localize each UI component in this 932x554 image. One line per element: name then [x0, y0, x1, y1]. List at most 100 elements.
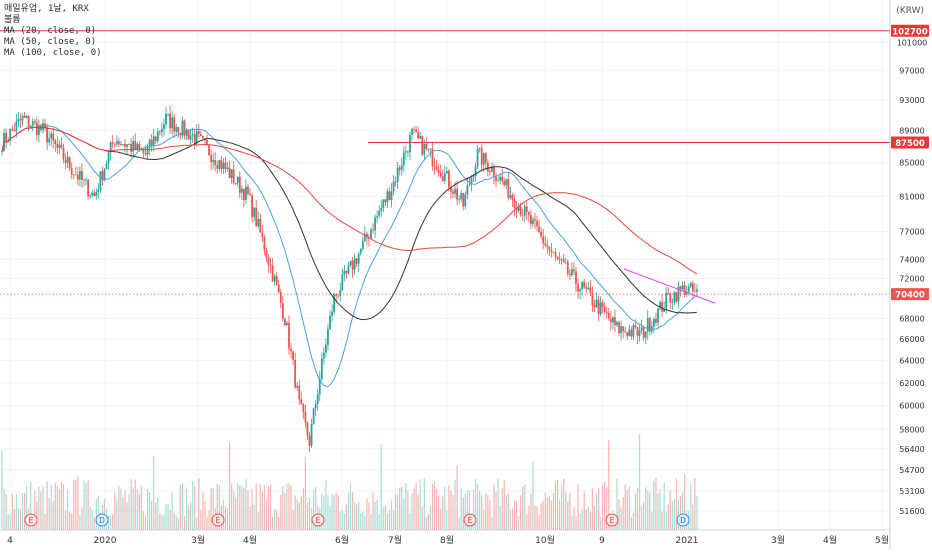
volume-bar: [520, 495, 522, 530]
volume-bar: [226, 507, 229, 530]
candle-body: [236, 176, 239, 184]
candle-body: [13, 130, 16, 132]
x-tick-label[interactable]: 2020: [94, 536, 117, 546]
y-tick-label[interactable]: 93000: [899, 96, 924, 105]
y-tick-label[interactable]: 60000: [899, 402, 924, 411]
volume-bar: [64, 510, 67, 530]
price-label[interactable]: 102700: [892, 27, 928, 37]
volume-bar: [116, 499, 118, 530]
volume-bar: [616, 478, 618, 530]
price-label[interactable]: 70400: [895, 291, 925, 301]
x-tick-label[interactable]: 4월: [823, 534, 837, 546]
y-tick-label[interactable]: 74000: [899, 255, 924, 264]
y-tick-label[interactable]: 72000: [899, 274, 924, 283]
volume-bar: [358, 502, 360, 530]
candle-body: [577, 284, 579, 292]
y-tick-label[interactable]: 54700: [899, 466, 924, 475]
candle-body: [515, 207, 518, 211]
y-tick-label[interactable]: 77000: [899, 228, 924, 237]
candle-body: [105, 163, 108, 170]
volume-bar: [265, 499, 268, 530]
volume-bar: [136, 489, 138, 530]
y-tick-label[interactable]: 56400: [899, 445, 924, 454]
candle-body: [76, 174, 79, 180]
volume-bar: [503, 480, 505, 530]
x-tick-label[interactable]: 3월: [191, 534, 205, 546]
volume-bar: [392, 510, 395, 530]
volume-bar: [679, 495, 682, 530]
indicator-ma20[interactable]: MA (20, close, 0): [4, 26, 97, 36]
volume-bar: [169, 509, 171, 530]
candle-body: [234, 183, 237, 184]
y-tick-label[interactable]: 53100: [899, 487, 924, 496]
chart-subtitle[interactable]: 볼륨: [4, 15, 21, 25]
y-tick-label[interactable]: 97000: [899, 67, 924, 76]
volume-bar: [48, 497, 50, 530]
x-tick-label[interactable]: 2021: [676, 536, 699, 546]
volume-bar: [114, 492, 116, 530]
candle-body: [646, 318, 649, 332]
candle-body: [62, 147, 65, 160]
candle-body: [300, 399, 303, 405]
volume-bar: [634, 493, 637, 530]
dividend-marker[interactable]: [95, 513, 109, 527]
y-tick-label[interactable]: 51600: [899, 507, 924, 516]
y-tick-label[interactable]: 89000: [899, 127, 924, 136]
candle-body: [587, 287, 590, 290]
volume-bar: [583, 491, 585, 530]
price-label[interactable]: 87500: [895, 139, 925, 149]
indicator-ma100[interactable]: MA (100, close, 0): [4, 48, 102, 58]
candle-body: [566, 261, 569, 274]
x-tick-label[interactable]: 10월: [535, 534, 555, 546]
chart-title[interactable]: 매일유업, 1날, KRX: [4, 4, 89, 14]
volume-bar: [235, 498, 237, 530]
x-tick-label[interactable]: 9: [599, 536, 605, 546]
y-tick-label[interactable]: 81000: [899, 192, 924, 201]
dividend-marker[interactable]: [676, 513, 690, 527]
candle-body: [562, 259, 565, 263]
currency-label[interactable]: (KRW): [896, 6, 924, 16]
volume-bar: [261, 491, 263, 530]
earnings-marker[interactable]: [211, 513, 225, 527]
ma-line-100: [1, 126, 698, 275]
indicator-ma50[interactable]: MA (50, close, 0): [4, 37, 97, 47]
y-tick-label[interactable]: 62000: [899, 379, 924, 388]
volume-bar: [458, 516, 460, 530]
y-tick-label[interactable]: 85000: [899, 159, 924, 168]
volume-bar: [513, 500, 516, 530]
earnings-marker[interactable]: [24, 513, 38, 527]
x-tick-label[interactable]: 4월: [243, 534, 257, 546]
x-tick-label[interactable]: 7월: [388, 534, 402, 546]
x-tick-label[interactable]: 4: [7, 536, 13, 546]
volume-bar: [181, 483, 183, 530]
y-tick-label[interactable]: 68000: [899, 314, 924, 323]
x-tick-label[interactable]: 6월: [335, 534, 349, 546]
earnings-marker[interactable]: [605, 513, 619, 527]
volume-bar: [436, 489, 438, 530]
x-tick-label[interactable]: 3월: [771, 534, 785, 546]
earnings-marker[interactable]: [463, 513, 477, 527]
y-tick-label[interactable]: 64000: [899, 357, 924, 366]
candle-body: [468, 184, 471, 186]
volume-bar: [456, 465, 458, 530]
volume-bar: [343, 513, 345, 530]
volume-bar: [600, 517, 602, 530]
volume-bar: [429, 505, 432, 530]
volume-bar: [628, 486, 630, 530]
candle-body: [460, 193, 463, 200]
volume-bar: [548, 496, 550, 530]
y-tick-label[interactable]: 66000: [899, 335, 924, 344]
y-tick-label[interactable]: 101000: [897, 38, 928, 47]
candle-body: [554, 252, 557, 257]
y-tick-label[interactable]: 58000: [899, 425, 924, 434]
candle-body: [349, 260, 352, 266]
earnings-marker[interactable]: [311, 513, 325, 527]
x-tick-label[interactable]: 8월: [440, 534, 454, 546]
volume-bar: [655, 478, 657, 530]
volume-bar: [587, 507, 589, 530]
x-tick-label[interactable]: 5월: [875, 534, 889, 546]
volume-bar: [597, 487, 600, 530]
volume-bar: [128, 493, 130, 530]
